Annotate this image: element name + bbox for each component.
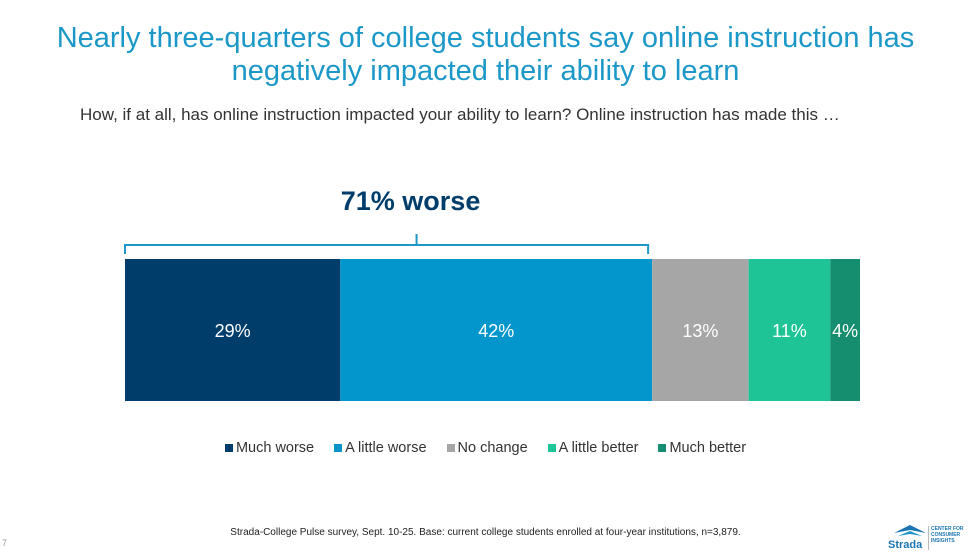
legend-item: Much worse <box>224 440 315 456</box>
legend-swatch <box>547 444 556 452</box>
chart-title: Nearly three-quarters of college student… <box>56 22 915 87</box>
bar-segment-much-better <box>830 259 860 401</box>
bar-value-label: 13% <box>682 321 718 341</box>
worse-bracket <box>124 234 650 254</box>
legend-label: A little worse <box>345 440 427 456</box>
bracket-label: 71% worse <box>341 186 481 216</box>
bar-segment-a-little-worse <box>340 259 653 401</box>
bar-segment-much-worse <box>125 259 341 401</box>
stacked-bar-chart: 71% worse 29% 42% 13% 11% 4% <box>124 186 860 401</box>
legend-label: Much worse <box>235 440 315 456</box>
legend: Much worse A little worse No change A littl… <box>0 440 971 456</box>
legend-swatch <box>224 444 233 452</box>
chart-subtitle: How, if at all, has online instruction i… <box>80 105 840 124</box>
bar-value-label: 29% <box>215 321 251 341</box>
legend-item: No change <box>446 440 528 456</box>
legend-swatch <box>658 444 667 452</box>
logo-name: Strada <box>888 539 923 551</box>
legend-label: No change <box>457 440 528 456</box>
logo-tagline: CENTER FOR CONSUMER INSIGHTS <box>931 526 964 544</box>
legend-item: A little better <box>547 440 639 456</box>
legend-item: A little worse <box>334 440 427 456</box>
legend-item: Much better <box>658 440 746 456</box>
bar-segment-no-change <box>652 259 749 401</box>
legend-swatch <box>446 444 455 452</box>
legend-label: A little better <box>558 440 639 456</box>
strada-arrow-icon <box>894 525 926 536</box>
logo-divider <box>928 526 929 550</box>
bar-value-label: 4% <box>832 321 858 341</box>
page-number: 7 <box>2 538 8 548</box>
strada-logo: Strada CENTER FOR CONSUMER INSIGHTS <box>885 524 971 552</box>
bar-value-label: 11% <box>772 321 807 341</box>
bar-segments: 29% 42% 13% 11% 4% <box>125 259 860 401</box>
legend-swatch <box>334 444 343 452</box>
bracket-line <box>124 234 650 254</box>
legend-label: Much better <box>669 440 747 456</box>
footnote: Strada-College Pulse survey, Sept. 10-25… <box>230 527 741 538</box>
bar-segment-a-little-better <box>748 259 831 401</box>
bar-value-label: 42% <box>478 321 514 341</box>
